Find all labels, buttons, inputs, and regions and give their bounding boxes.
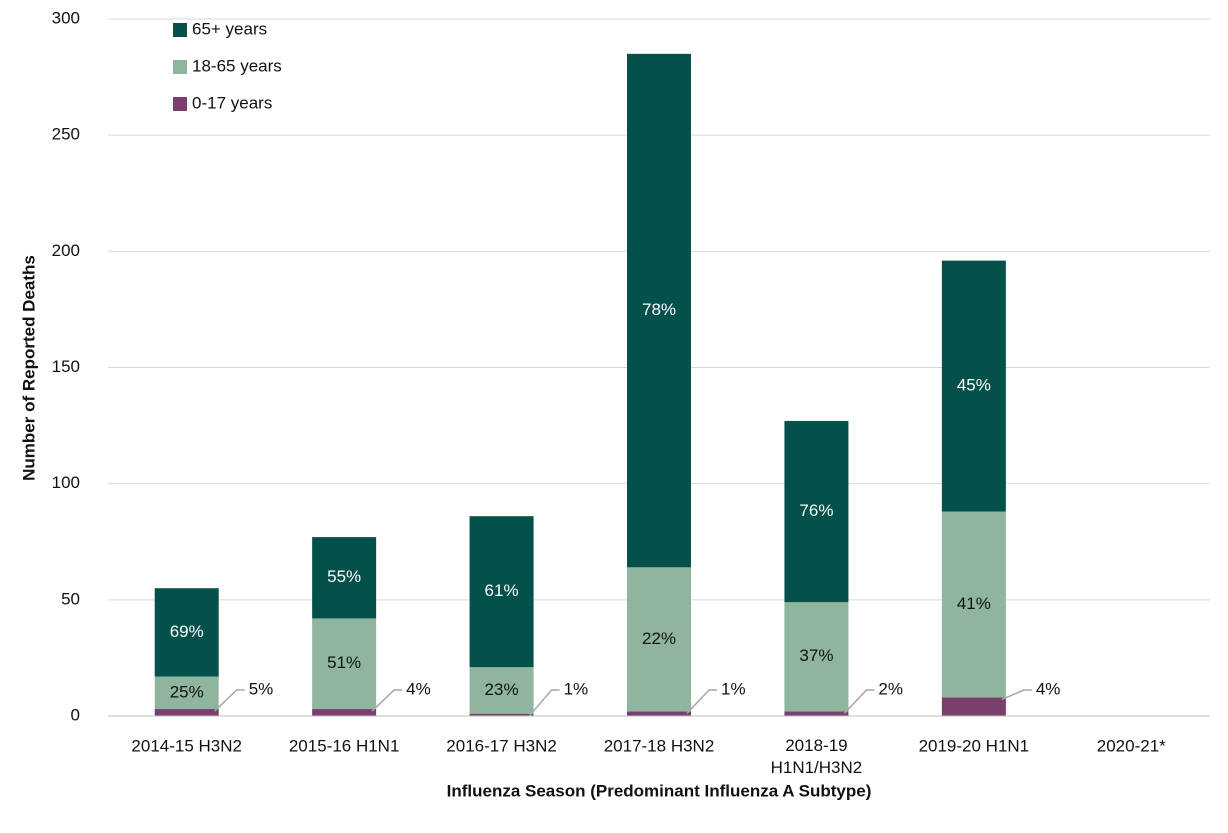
leader-line [371,689,403,712]
data-label: 25% [170,682,204,701]
y-tick-label: 0 [71,705,80,724]
y-tick-label: 100 [52,473,80,492]
bar-segment [627,53,691,568]
bar-segment [312,709,377,716]
bar-segment [154,709,219,716]
bar-segment [469,516,534,668]
data-label: 5% [249,679,274,698]
y-tick-label: 50 [61,589,80,608]
bar-segment [941,260,1006,512]
legend-label: 65+ years [192,19,267,38]
x-tick-label: 2020-21* [1097,736,1166,755]
x-tick-label: 2019-20 H1N1 [919,736,1030,755]
data-label: 1% [564,679,589,698]
data-label: 55% [327,567,361,586]
data-label: 41% [957,594,991,613]
x-tick-label: 2018-19 H1N1/H3N2 [771,736,863,777]
bar-segment [312,537,377,619]
data-label: 22% [642,629,676,648]
y-tick-label: 150 [52,357,80,376]
leader-line [214,689,245,712]
data-label: 69% [170,622,204,641]
data-label: 1% [721,679,746,698]
bar-segment [312,618,377,710]
y-tick-label: 300 [52,8,80,27]
data-label: 4% [406,679,431,698]
y-axis-title: Number of Reported Deaths [19,255,38,481]
legend-label: 0-17 years [192,93,272,112]
data-label: 61% [485,581,519,600]
legend-swatch [173,97,187,111]
bar-segment [627,567,691,712]
x-tick-label: 2017-18 H3N2 [604,736,715,755]
data-label: 76% [799,501,833,520]
leader-line [1001,689,1032,701]
bar-segment [469,667,534,714]
legend-label: 18-65 years [192,56,282,75]
bar-segment [784,602,849,712]
bar-segment [154,588,219,677]
data-label: 51% [327,653,361,672]
legend-swatch [173,23,187,37]
data-label: 23% [485,680,519,699]
bar-segment [627,711,691,716]
bar-segment [469,713,534,716]
data-label: 4% [1036,679,1061,698]
leader-line [843,689,875,714]
legend-swatch [173,60,187,74]
y-tick-label: 200 [52,241,80,260]
x-tick-label: 2015-16 H1N1 [289,736,400,755]
x-tick-label: 2016-17 H3N2 [446,736,557,755]
x-tick-label: 2014-15 H3N2 [131,736,242,755]
x-axis-title: Influenza Season (Predominant Influenza … [447,781,872,800]
bar-segment [154,676,219,710]
data-label: 37% [799,646,833,665]
bar-segment [784,711,849,716]
data-label: 78% [642,300,676,319]
bar-segment [941,697,1006,716]
leader-line [529,689,560,717]
bar-segment [941,511,1006,698]
y-tick-label: 250 [52,125,80,144]
bar-segment [784,420,849,603]
leader-line [686,689,717,714]
data-label: 45% [957,376,991,395]
data-label: 2% [878,679,903,698]
